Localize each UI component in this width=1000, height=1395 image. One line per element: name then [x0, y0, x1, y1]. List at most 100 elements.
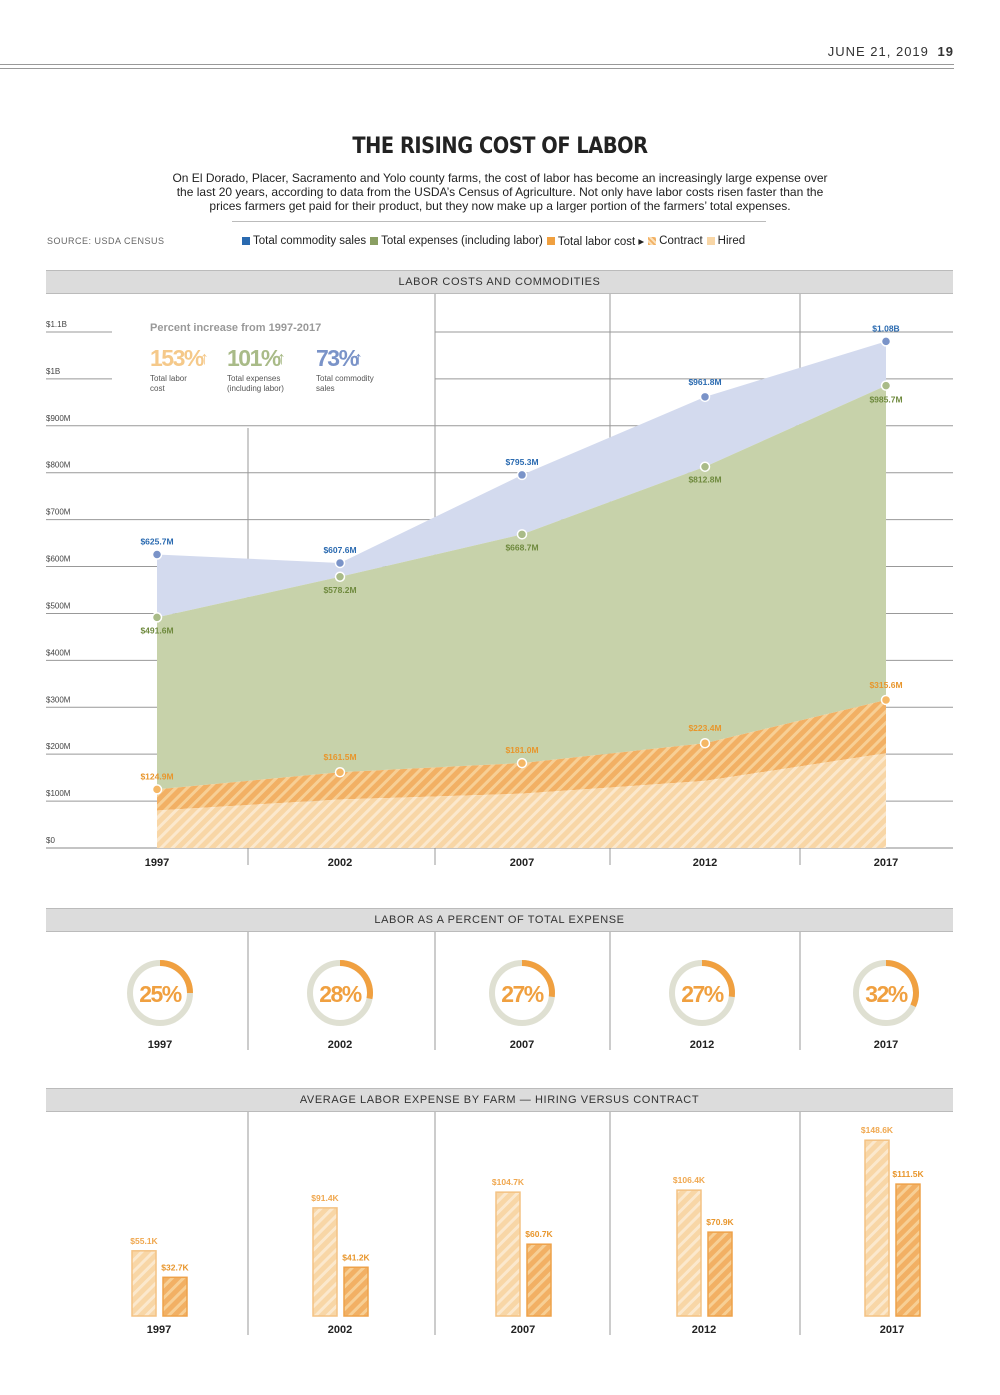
y-tick-label: $300M: [46, 695, 71, 704]
legend-item-hired: Hired: [706, 235, 746, 247]
donut-arc: [885, 960, 919, 1008]
y-tick-label: $200M: [46, 742, 71, 751]
point-expenses: [699, 461, 711, 472]
x-tick-label: 2007: [511, 1324, 535, 1336]
y-tick-label: $900M: [46, 414, 71, 423]
x-tick-label: 1997: [147, 1324, 171, 1336]
bar-label-contract: $32.7K: [161, 1262, 189, 1272]
intro-divider: [232, 221, 766, 222]
donut-arc: [339, 960, 373, 1000]
y-tick-label: $100M: [46, 789, 71, 798]
issue-date: JUNE 21, 2019: [827, 44, 929, 59]
y-tick-label: $1.1B: [46, 320, 67, 329]
x-tick-label: 2007: [510, 857, 534, 869]
point-sales: [699, 391, 711, 403]
legend-swatch-labor: [546, 237, 555, 245]
point-labor: [699, 737, 711, 749]
legend-item-expenses: Total expenses (including labor): [370, 235, 543, 247]
increase-label: Total commodity: [316, 374, 374, 383]
bar-label-hired: $104.7K: [492, 1177, 525, 1187]
increase-arrow-icon: ↑: [277, 348, 286, 368]
y-tick-label: $500M: [46, 601, 71, 610]
donut-value-label: 32%: [865, 981, 908, 1007]
increase-label: (including labor): [227, 384, 284, 393]
data-label-sales: $961.8M: [688, 377, 721, 387]
x-tick-label: 2017: [874, 857, 898, 869]
bar-contract: [707, 1231, 733, 1317]
y-tick-label: $600M: [46, 555, 71, 564]
donut-track: [669, 960, 735, 1026]
legend-label-expenses: Total expenses (including labor): [381, 235, 543, 247]
legend-swatch-sales: [242, 237, 250, 245]
legend-label-hired: Hired: [717, 235, 746, 247]
bar-label-hired: $106.4K: [673, 1175, 706, 1185]
donut-track: [307, 960, 373, 1026]
point-sales: [880, 336, 892, 347]
x-tick-label: 2007: [510, 1039, 534, 1051]
bar-hired: [312, 1207, 338, 1317]
legend-item-labor: Total labor cost ▸: [546, 234, 645, 248]
donut-track: [853, 960, 919, 1026]
x-tick-label: 2017: [880, 1324, 904, 1336]
data-label-labor: $223.4M: [688, 723, 721, 733]
bar-contract: [895, 1183, 921, 1317]
legend: Total commodity sales Total expenses (in…: [242, 234, 749, 248]
section-band-percent: LABOR AS A PERCENT OF TOTAL EXPENSE: [46, 908, 953, 932]
donut-arc: [701, 960, 735, 998]
x-tick-label: 2002: [328, 1039, 352, 1051]
increase-value: 73%: [316, 345, 359, 371]
point-sales: [516, 469, 528, 481]
point-sales: [334, 557, 346, 569]
x-tick-label: 1997: [148, 1039, 172, 1051]
data-label-labor: $181.0M: [505, 745, 538, 755]
legend-label-sales: Total commodity sales: [253, 235, 367, 247]
x-tick-label: 2002: [328, 1324, 352, 1336]
increase-heading: Percent increase from 1997-2017: [150, 322, 321, 334]
increase-label: cost: [150, 384, 165, 393]
source-note: SOURCE: USDA CENSUS: [47, 236, 165, 246]
point-labor: [516, 757, 528, 769]
increase-label: sales: [316, 384, 335, 393]
section-band-farm: AVERAGE LABOR EXPENSE BY FARM — HIRING V…: [46, 1088, 953, 1112]
legend-swatch-hired: [706, 237, 715, 245]
point-labor: [880, 694, 892, 706]
bar-label-hired: $55.1K: [130, 1236, 158, 1246]
point-sales: [151, 549, 163, 560]
legend-label-labor: Total labor cost ▸: [557, 236, 645, 248]
x-tick-label: 2012: [690, 1039, 714, 1051]
data-label-expenses: $812.8M: [688, 475, 721, 485]
legend-item-contract: Contract: [648, 235, 703, 247]
x-tick-label: 2012: [692, 1324, 716, 1336]
bar-hired: [676, 1189, 702, 1317]
x-tick-label: 1997: [145, 857, 169, 869]
increase-value: 153%: [150, 345, 204, 371]
data-label-labor: $124.9M: [140, 771, 173, 781]
y-tick-label: $1B: [46, 367, 60, 376]
area-total-expenses: [157, 385, 886, 790]
donut-arc: [521, 960, 555, 998]
data-label-sales: $607.6M: [323, 545, 356, 555]
point-labor: [151, 784, 163, 795]
donut-value-label: 27%: [501, 981, 544, 1007]
bar-contract: [526, 1243, 552, 1317]
bar-contract: [162, 1276, 188, 1317]
bar-contract: [343, 1266, 369, 1317]
data-label-expenses: $578.2M: [323, 585, 356, 595]
header-rule: [0, 64, 954, 65]
bar-hired: [864, 1139, 890, 1317]
donut-arc: [159, 960, 193, 994]
increase-arrow-icon: ↑: [354, 348, 363, 368]
data-label-expenses: $985.7M: [869, 395, 902, 405]
increase-label: Total expenses: [227, 374, 280, 383]
data-label-sales: $1.08B: [872, 323, 899, 333]
data-label-expenses: $491.6M: [140, 625, 173, 635]
bar-label-contract: $60.7K: [525, 1229, 553, 1239]
y-tick-label: $800M: [46, 461, 71, 470]
point-expenses: [151, 612, 163, 623]
y-tick-label: $0: [46, 836, 55, 845]
intro-text: On El Dorado, Placer, Sacramento and Yol…: [172, 171, 828, 213]
bar-hired: [495, 1191, 521, 1317]
bar-label-hired: $91.4K: [311, 1193, 339, 1203]
donut-track: [489, 960, 555, 1026]
legend-swatch-expenses: [370, 237, 379, 245]
